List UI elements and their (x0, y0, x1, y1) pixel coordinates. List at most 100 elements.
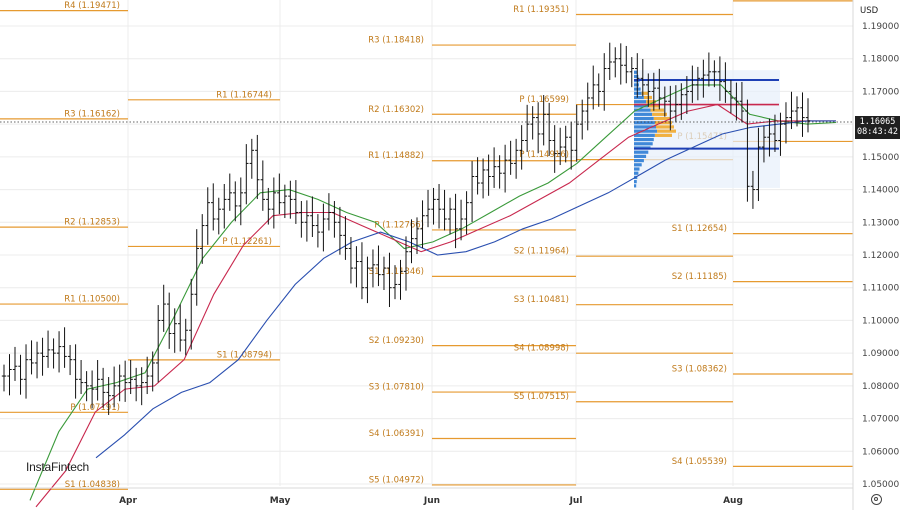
volume-profile-bar (634, 91, 642, 95)
ohlc-bar (469, 161, 475, 222)
volume-profile-bar (634, 150, 649, 154)
ohlc-bar (205, 187, 210, 245)
ohlc-bar (800, 92, 805, 137)
ohlc-bar (563, 125, 568, 163)
volume-profile-bar (634, 70, 638, 74)
ohlc-bar (376, 245, 381, 287)
ohlc-bar (783, 102, 789, 144)
ohlc-bar (249, 138, 255, 179)
volume-profile-va-bar (652, 112, 667, 116)
ohlc-bar (304, 200, 310, 242)
ohlc-bar (337, 206, 343, 255)
ohlc-bar (613, 47, 618, 78)
volume-profile-bar (634, 83, 639, 87)
x-tick-label: Jun (423, 496, 440, 506)
ohlc-bar (117, 364, 122, 402)
volume-profile-va-bar (654, 121, 672, 125)
y-tick-label: 1.13000 (862, 218, 899, 228)
ohlc-bar (535, 102, 541, 154)
current-price-badge: 1.16065 08:43:42 (855, 116, 900, 139)
ohlc-bar (552, 125, 557, 173)
ohlc-bar (189, 278, 194, 350)
pivot-level-label: S2 (1.11185) (672, 272, 727, 282)
pivot-level-label: P (1.14916) (519, 150, 569, 160)
ohlc-bar (580, 99, 585, 140)
ohlc-bar (172, 308, 177, 353)
ohlc-bar (756, 127, 761, 202)
pivot-level-label: P (1.12766) (374, 220, 424, 230)
ohlc-bar (524, 104, 530, 152)
ohlc-bar (381, 256, 387, 291)
ohlc-bar (717, 56, 723, 101)
ohlc-bar (695, 66, 701, 101)
ohlc-bar (216, 197, 221, 235)
ohlc-bar (365, 256, 370, 304)
ohlc-bar (585, 82, 590, 131)
ohlc-bar (728, 79, 734, 114)
ohlc-bar (56, 331, 62, 373)
ohlc-bar (277, 173, 282, 215)
volume-profile-bar (634, 154, 647, 158)
ohlc-bar (40, 337, 45, 376)
instafintech-logo: InstaFintech (26, 460, 89, 474)
ohlc-bar (45, 330, 51, 368)
settings-gear-icon[interactable] (871, 494, 882, 505)
volume-profile-bar (634, 171, 639, 175)
ohlc-bar (502, 144, 508, 193)
volume-profile-va-bar (641, 91, 648, 95)
ohlc-bar (761, 125, 767, 163)
ohlc-bar (546, 102, 552, 156)
countdown-timer: 08:43:42 (857, 127, 898, 137)
ohlc-bar (167, 292, 172, 349)
y-tick-label: 1.17000 (862, 87, 899, 97)
ohlc-bar (662, 86, 668, 117)
ohlc-bar (354, 246, 359, 288)
ohlc-bar (491, 147, 497, 188)
ohlc-bar (618, 43, 623, 85)
ohlc-bar (128, 360, 133, 395)
ohlc-bar (602, 53, 607, 111)
ohlc-bar (475, 157, 480, 195)
y-tick-label: 1.15000 (862, 153, 899, 163)
ohlc-bar (569, 121, 574, 170)
ohlc-bar (200, 214, 205, 264)
currency-label: USD (860, 6, 879, 16)
volume-profile-area (634, 70, 780, 188)
volume-profile-va-bar (656, 125, 674, 129)
ohlc-bar (133, 367, 139, 402)
pivot-level-label: R1 (1.16744) (216, 90, 272, 100)
ohlc-bar (794, 96, 800, 127)
ohlc-bar (183, 318, 188, 356)
ohlc-bar (425, 189, 431, 228)
ohlc-bar (271, 177, 277, 229)
volume-profile-bar (634, 137, 654, 142)
ohlc-bar (486, 154, 491, 196)
pivot-level-label: S1 (1.12654) (672, 224, 727, 234)
ohlc-bar (508, 140, 513, 175)
ohlc-bar (789, 91, 794, 130)
ohlc-bar (348, 237, 354, 284)
ohlc-bar (29, 340, 34, 375)
volume-profile-va-bar (650, 108, 664, 112)
ohlc-bar (442, 189, 447, 231)
ohlc-bar (745, 99, 750, 202)
y-tick-label: 1.18000 (862, 55, 899, 65)
ohlc-bar (260, 160, 266, 211)
ohlc-bar (778, 112, 783, 156)
ohlc-bar (431, 187, 436, 225)
ohlc-bar (497, 155, 502, 189)
ohlc-bar (723, 62, 728, 103)
ohlc-bar (513, 138, 519, 179)
ohlc-bar (690, 65, 695, 103)
volume-profile-bar (634, 158, 644, 163)
volume-profile-bar (634, 100, 647, 104)
volume-profile-bar (634, 121, 655, 125)
ohlc-bar (194, 229, 199, 306)
ohlc-bar (359, 242, 365, 300)
ohlc-bar (7, 354, 12, 396)
ohlc-bar (464, 191, 469, 235)
ohlc-bar (12, 346, 18, 381)
pivot-level-label: R1 (1.19351) (513, 5, 569, 15)
